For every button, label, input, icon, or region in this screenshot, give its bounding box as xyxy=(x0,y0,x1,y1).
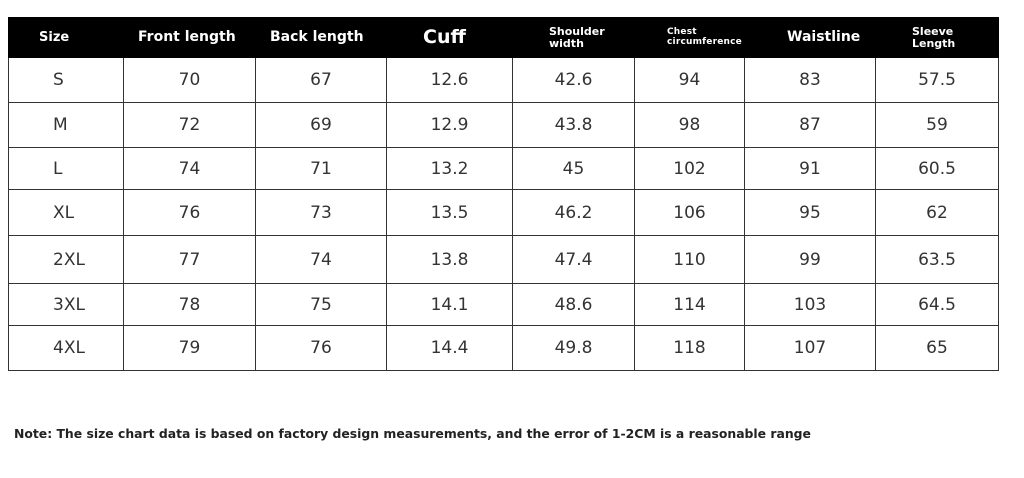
cell-size: L xyxy=(8,147,124,190)
table-row: 2XL 77 74 13.8 47.4 110 99 63.5 xyxy=(8,235,999,284)
cell-front-length: 72 xyxy=(123,102,256,148)
header-cuff: Cuff xyxy=(386,17,513,58)
header-shoulder-width: Shoulder width xyxy=(512,17,635,58)
table-row: 3XL 78 75 14.1 48.6 114 103 64.5 xyxy=(8,283,999,326)
cell-waistline: 107 xyxy=(744,325,876,371)
cell-sleeve-length: 63.5 xyxy=(875,235,999,284)
cell-waistline: 91 xyxy=(744,147,876,190)
table-row: M 72 69 12.9 43.8 98 87 59 xyxy=(8,102,999,148)
cell-back-length: 69 xyxy=(255,102,387,148)
cell-waistline: 83 xyxy=(744,57,876,103)
header-waistline: Waistline xyxy=(744,17,876,58)
table-row: 4XL 79 76 14.4 49.8 118 107 65 xyxy=(8,325,999,371)
table-row: XL 76 73 13.5 46.2 106 95 62 xyxy=(8,189,999,236)
cell-back-length: 67 xyxy=(255,57,387,103)
cell-chest-circumference: 106 xyxy=(634,189,745,236)
cell-size: XL xyxy=(8,189,124,236)
table-row: S 70 67 12.6 42.6 94 83 57.5 xyxy=(8,57,999,103)
cell-front-length: 78 xyxy=(123,283,256,326)
cell-size: 2XL xyxy=(8,235,124,284)
cell-shoulder-width: 47.4 xyxy=(512,235,635,284)
cell-front-length: 79 xyxy=(123,325,256,371)
cell-front-length: 77 xyxy=(123,235,256,284)
cell-size: S xyxy=(8,57,124,103)
table-header-row: Size Front length Back length Cuff Shoul… xyxy=(8,17,999,58)
cell-back-length: 76 xyxy=(255,325,387,371)
cell-size: 4XL xyxy=(8,325,124,371)
cell-chest-circumference: 98 xyxy=(634,102,745,148)
cell-sleeve-length: 60.5 xyxy=(875,147,999,190)
cell-cuff: 14.1 xyxy=(386,283,513,326)
cell-shoulder-width: 46.2 xyxy=(512,189,635,236)
cell-shoulder-width: 48.6 xyxy=(512,283,635,326)
cell-sleeve-length: 64.5 xyxy=(875,283,999,326)
cell-cuff: 12.9 xyxy=(386,102,513,148)
header-back-length: Back length xyxy=(255,17,387,58)
cell-sleeve-length: 59 xyxy=(875,102,999,148)
cell-shoulder-width: 49.8 xyxy=(512,325,635,371)
cell-chest-circumference: 94 xyxy=(634,57,745,103)
cell-back-length: 75 xyxy=(255,283,387,326)
cell-cuff: 13.2 xyxy=(386,147,513,190)
header-size: Size xyxy=(8,17,124,58)
cell-waistline: 103 xyxy=(744,283,876,326)
cell-cuff: 13.8 xyxy=(386,235,513,284)
header-sleeve-length: Sleeve Length xyxy=(875,17,999,58)
header-front-length: Front length xyxy=(123,17,256,58)
cell-waistline: 95 xyxy=(744,189,876,236)
cell-cuff: 12.6 xyxy=(386,57,513,103)
cell-size: 3XL xyxy=(8,283,124,326)
cell-size: M xyxy=(8,102,124,148)
cell-chest-circumference: 118 xyxy=(634,325,745,371)
size-chart-table: Size Front length Back length Cuff Shoul… xyxy=(8,17,999,371)
cell-back-length: 73 xyxy=(255,189,387,236)
cell-shoulder-width: 43.8 xyxy=(512,102,635,148)
size-chart-note: Note: The size chart data is based on fa… xyxy=(14,426,811,441)
cell-sleeve-length: 62 xyxy=(875,189,999,236)
cell-waistline: 87 xyxy=(744,102,876,148)
cell-back-length: 74 xyxy=(255,235,387,284)
cell-shoulder-width: 42.6 xyxy=(512,57,635,103)
cell-back-length: 71 xyxy=(255,147,387,190)
cell-waistline: 99 xyxy=(744,235,876,284)
table-row: L 74 71 13.2 45 102 91 60.5 xyxy=(8,147,999,190)
cell-sleeve-length: 65 xyxy=(875,325,999,371)
cell-chest-circumference: 114 xyxy=(634,283,745,326)
cell-sleeve-length: 57.5 xyxy=(875,57,999,103)
cell-front-length: 74 xyxy=(123,147,256,190)
cell-front-length: 76 xyxy=(123,189,256,236)
cell-shoulder-width: 45 xyxy=(512,147,635,190)
cell-chest-circumference: 102 xyxy=(634,147,745,190)
cell-front-length: 70 xyxy=(123,57,256,103)
cell-chest-circumference: 110 xyxy=(634,235,745,284)
header-chest-circumference: Chest circumference xyxy=(634,17,745,58)
cell-cuff: 13.5 xyxy=(386,189,513,236)
cell-cuff: 14.4 xyxy=(386,325,513,371)
